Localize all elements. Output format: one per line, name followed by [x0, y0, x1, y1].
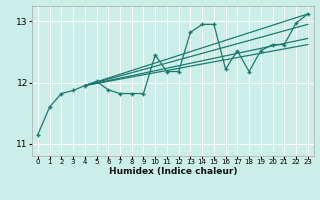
X-axis label: Humidex (Indice chaleur): Humidex (Indice chaleur): [108, 167, 237, 176]
